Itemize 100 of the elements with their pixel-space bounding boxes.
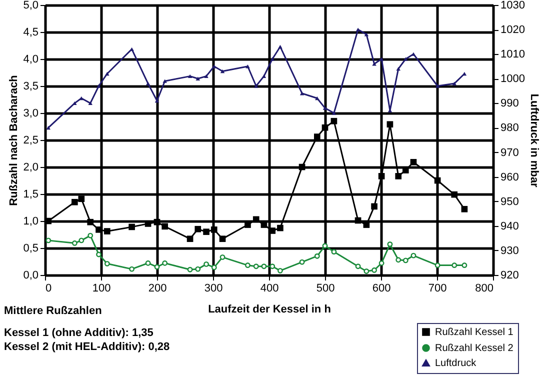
y-tick-label: 0,5: [23, 242, 38, 254]
point: [252, 216, 260, 223]
point: [462, 262, 468, 268]
point: [461, 206, 468, 212]
point: [314, 253, 320, 259]
point: [315, 96, 320, 100]
point: [204, 74, 208, 78]
y2-tick-label: 990: [500, 98, 519, 110]
point: [212, 64, 216, 68]
point: [194, 226, 202, 232]
point: [396, 257, 402, 263]
y2-tick-label: 930: [500, 244, 519, 257]
point: [104, 228, 110, 234]
point: [96, 84, 101, 88]
point: [435, 84, 440, 88]
point: [452, 82, 456, 86]
point: [330, 118, 338, 124]
y2-tick-label: 960: [500, 171, 519, 184]
point: [162, 79, 167, 83]
point: [187, 266, 193, 272]
point: [378, 260, 384, 266]
point: [129, 266, 135, 272]
y2-axis-title: Luftdruck in mbar: [528, 94, 540, 188]
y2-tick-label: 920: [500, 270, 519, 282]
point: [245, 262, 250, 268]
point: [87, 218, 94, 226]
point: [154, 264, 160, 270]
point: [364, 32, 369, 36]
y-tick-label: 1,0: [23, 216, 38, 228]
point: [88, 101, 92, 106]
point: [277, 224, 284, 232]
point: [331, 249, 337, 254]
text: Kessel 2 (mit HEL-Additiv): 0,28: [4, 340, 170, 354]
point: [262, 74, 266, 78]
point: [195, 266, 201, 272]
y-tick-label: 4,0: [23, 54, 38, 66]
point: [386, 121, 394, 128]
text: Mittlere Rußzahlen: [4, 304, 103, 318]
y-tick-label: 1,5: [23, 188, 38, 200]
y-tick-label: 5,0: [23, 0, 38, 12]
point: [72, 101, 77, 106]
point: [78, 238, 84, 244]
y-tick-label: 2,0: [23, 162, 38, 174]
point: [162, 260, 168, 266]
point: [378, 173, 385, 180]
point: [219, 236, 226, 242]
x-tick-label: 200: [148, 282, 167, 294]
point: [371, 203, 378, 210]
y2-tick-label: 980: [500, 122, 519, 134]
point: [452, 262, 458, 268]
point: [203, 228, 210, 235]
point: [145, 260, 151, 266]
x-tick-label: 300: [204, 282, 223, 294]
point: [154, 218, 160, 226]
point: [211, 264, 217, 270]
point: [363, 222, 370, 228]
point: [364, 268, 370, 274]
y-tick-label: 0,0: [23, 270, 38, 282]
legend-label: Rußzahl Kessel 2: [435, 343, 514, 354]
point: [277, 268, 283, 274]
legend-label: Luftdruck: [435, 358, 478, 369]
x-tick-label: 700: [428, 282, 447, 294]
point: [105, 72, 110, 76]
text: Kessel 1 (ohne Additiv): 1,35: [4, 326, 154, 340]
point: [254, 84, 258, 88]
y2-tick-label: 950: [500, 196, 519, 208]
x-tick-label: 800: [475, 282, 494, 294]
y2-tick-label: 1000: [500, 73, 525, 86]
y-axis-title: Rußzahl nach Bacharach: [8, 74, 20, 206]
y-tick-label: 3,0: [23, 108, 38, 120]
point: [220, 69, 225, 74]
point: [270, 57, 274, 61]
point: [434, 262, 440, 268]
point: [128, 224, 135, 230]
point: [332, 111, 336, 115]
point: [270, 264, 276, 270]
point: [298, 164, 306, 170]
point: [387, 242, 393, 247]
x-tick-label: 400: [260, 282, 279, 294]
point: [220, 254, 226, 260]
point: [246, 64, 250, 68]
point: [322, 243, 328, 249]
point: [130, 47, 134, 52]
y2-tick-label: 1010: [500, 48, 525, 61]
legend-label: Rußzahl Kessel 1: [435, 327, 514, 338]
x-tick-label: 600: [372, 282, 391, 294]
x-axis-title: Laufzeit der Kessel in h: [208, 304, 332, 316]
x-tick-label: 500: [316, 282, 335, 294]
point: [278, 44, 282, 49]
y2-tick-label: 1020: [500, 24, 525, 36]
point: [314, 134, 320, 140]
x-tick-label: 0: [46, 282, 52, 294]
point: [88, 232, 94, 238]
point: [210, 226, 218, 233]
point: [451, 191, 458, 198]
point: [186, 236, 194, 242]
point: [260, 222, 268, 228]
point: [300, 92, 304, 96]
y-tick-label: 3,5: [23, 80, 38, 92]
point: [46, 126, 50, 130]
